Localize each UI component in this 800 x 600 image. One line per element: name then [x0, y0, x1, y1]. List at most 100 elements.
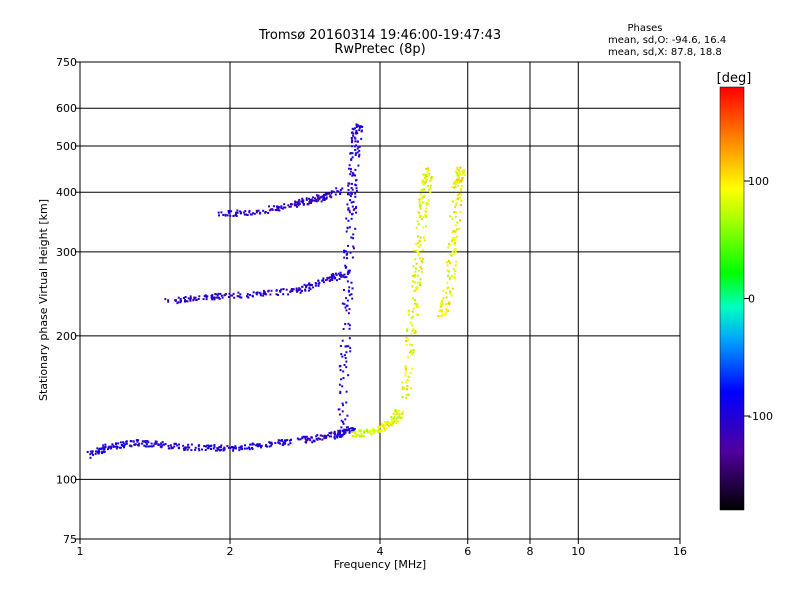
data-point	[462, 169, 465, 172]
data-point	[369, 430, 372, 433]
data-point	[350, 192, 353, 195]
data-point	[345, 366, 348, 369]
data-point	[339, 364, 342, 367]
data-point	[349, 152, 352, 155]
data-point	[327, 434, 330, 437]
stats-heading: Phases	[627, 23, 662, 34]
data-point	[454, 170, 457, 173]
data-point	[412, 307, 415, 310]
data-point	[422, 183, 425, 186]
data-point	[309, 288, 312, 291]
data-point	[183, 449, 186, 451]
data-point	[347, 312, 350, 315]
data-point	[182, 297, 185, 299]
data-point	[266, 445, 268, 448]
data-point	[341, 339, 344, 342]
data-point	[346, 257, 348, 260]
data-point	[279, 289, 281, 292]
colorbar-tick-label: 0	[748, 293, 755, 306]
data-point	[424, 177, 427, 180]
data-point	[188, 446, 191, 449]
data-point	[339, 274, 342, 277]
data-point	[347, 167, 350, 170]
data-point	[136, 440, 139, 443]
data-point	[354, 127, 356, 130]
data-point	[440, 300, 443, 303]
data-point	[351, 171, 354, 174]
data-point	[337, 429, 340, 432]
data-point	[349, 195, 352, 198]
data-point	[454, 224, 457, 227]
data-point	[347, 290, 350, 293]
data-point	[198, 449, 201, 452]
data-point	[255, 292, 258, 295]
data-point	[122, 444, 125, 447]
data-point	[227, 296, 230, 298]
data-point	[412, 315, 414, 318]
data-point	[173, 442, 176, 445]
data-point	[288, 205, 291, 208]
data-point	[234, 447, 237, 450]
data-point	[334, 276, 337, 279]
data-point	[427, 185, 430, 188]
stats-line-x: mean, sd,X: 87.8, 18.8	[608, 47, 722, 58]
data-point	[441, 310, 444, 313]
data-point	[463, 174, 466, 177]
data-point	[239, 446, 242, 449]
data-point	[390, 419, 393, 422]
data-point	[299, 288, 302, 291]
data-point	[351, 182, 353, 185]
data-point	[352, 200, 355, 203]
data-point	[310, 436, 313, 439]
data-point	[102, 446, 105, 449]
data-point	[110, 445, 113, 448]
data-point	[115, 445, 118, 448]
data-point	[352, 128, 355, 131]
data-point	[232, 292, 235, 295]
data-point	[340, 434, 343, 437]
data-point	[350, 281, 353, 284]
data-point	[356, 140, 359, 143]
data-point	[345, 401, 348, 404]
data-point	[372, 427, 375, 430]
data-point	[422, 249, 425, 251]
data-point	[227, 210, 230, 212]
data-point	[335, 279, 338, 282]
data-point	[174, 299, 177, 302]
data-point	[301, 201, 304, 204]
data-point	[342, 275, 345, 278]
data-point	[305, 435, 308, 438]
data-point	[112, 445, 115, 448]
data-point	[185, 300, 188, 303]
data-point	[341, 302, 344, 305]
data-point	[454, 185, 457, 188]
data-point	[449, 276, 451, 279]
data-point	[429, 186, 432, 189]
y-tick-label: 500	[56, 140, 77, 153]
data-point	[145, 445, 148, 448]
data-point	[377, 428, 380, 431]
data-point	[349, 199, 352, 202]
data-point	[352, 429, 355, 432]
data-point	[252, 291, 255, 294]
data-point	[116, 446, 119, 449]
data-point	[246, 293, 249, 296]
data-point	[454, 204, 457, 207]
data-point	[301, 197, 304, 200]
data-point	[442, 297, 445, 300]
data-point	[322, 195, 325, 197]
data-point	[246, 213, 249, 216]
data-point	[310, 200, 313, 203]
data-point	[419, 284, 422, 287]
data-point	[232, 448, 235, 451]
data-point	[348, 430, 351, 433]
data-point	[348, 211, 351, 214]
chart-subtitle: RwPretec (8p)	[334, 42, 425, 57]
data-point	[309, 199, 312, 201]
data-point	[360, 435, 363, 438]
data-point	[351, 152, 354, 155]
data-point	[330, 196, 333, 199]
data-point	[380, 424, 383, 427]
data-point	[325, 196, 328, 199]
data-point	[345, 428, 348, 431]
